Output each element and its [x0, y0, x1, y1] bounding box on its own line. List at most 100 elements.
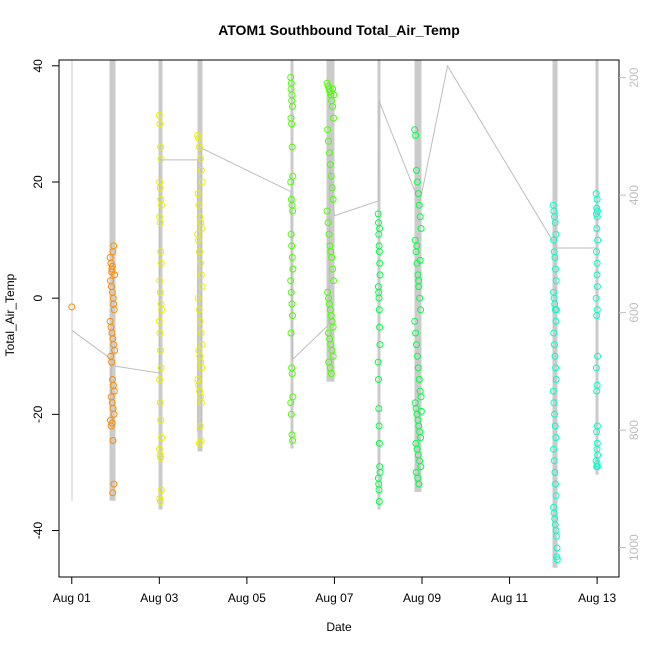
data-point	[416, 294, 424, 302]
data-point	[592, 364, 600, 372]
data-point	[156, 498, 164, 505]
data-point	[417, 393, 425, 401]
data-point	[288, 120, 296, 128]
data-point	[550, 399, 558, 407]
data-point	[158, 434, 165, 442]
data-point	[158, 306, 166, 314]
data-point	[109, 437, 117, 444]
data-point	[374, 210, 382, 218]
data-point	[156, 451, 164, 459]
data-point	[375, 486, 383, 494]
data-point	[198, 225, 206, 232]
data-point	[417, 225, 425, 232]
y2-tick-label: 200	[627, 67, 641, 87]
data-point	[111, 346, 119, 354]
data-point	[551, 219, 559, 227]
data-point	[375, 498, 383, 505]
data-point	[289, 103, 296, 110]
data-point	[326, 161, 334, 169]
data-point	[325, 137, 332, 145]
data-point	[374, 358, 382, 366]
data-point	[417, 407, 425, 415]
data-point	[288, 242, 296, 250]
data-point	[287, 230, 295, 238]
data-point	[593, 312, 601, 320]
data-point	[549, 387, 557, 395]
data-point	[593, 428, 600, 436]
x-tick-label: Aug 13	[578, 591, 616, 605]
data-point	[414, 190, 422, 198]
data-point	[552, 277, 560, 285]
data-point	[553, 556, 561, 564]
data-point	[593, 422, 601, 430]
data-point	[593, 259, 601, 267]
data-point	[156, 376, 164, 383]
data-point	[553, 553, 561, 561]
y2-tick-label: 800	[627, 420, 641, 440]
y2-tick-label: 400	[627, 185, 641, 205]
data-point	[287, 85, 295, 93]
data-point	[417, 434, 425, 442]
data-point	[289, 312, 296, 320]
axes-layer: Aug 01 Aug 03 Aug 05 Aug 07 Aug 09 Aug 11 Aug …	[31, 59, 641, 605]
data-point	[107, 422, 115, 430]
data-point	[330, 114, 337, 122]
data-point	[593, 225, 601, 232]
data-point	[156, 329, 164, 337]
data-point	[196, 317, 204, 325]
data-point	[194, 190, 202, 198]
y2-tick-label: 600	[627, 302, 641, 322]
y-tick-label: -40	[31, 522, 45, 540]
data-point	[375, 439, 383, 447]
data-point	[196, 422, 204, 430]
data-point	[195, 439, 203, 447]
data-point	[552, 532, 560, 540]
y-tick-label: 0	[31, 295, 45, 302]
data-point	[594, 352, 602, 360]
data-point	[328, 184, 336, 192]
data-point	[550, 341, 558, 349]
data-point	[375, 219, 382, 227]
data-point	[110, 410, 118, 418]
data-point	[158, 201, 165, 209]
data-point	[110, 300, 118, 308]
data-point	[416, 256, 424, 264]
data-point	[323, 207, 331, 215]
data-point	[330, 91, 338, 99]
data-point	[289, 437, 297, 444]
data-point	[550, 457, 558, 465]
data-point	[552, 317, 560, 325]
chart-title: ATOM1 Southbound Total_Air_Temp	[218, 22, 460, 38]
data-point	[376, 259, 384, 267]
data-point	[288, 370, 296, 378]
data-point	[156, 219, 164, 227]
x-tick-label: Aug 03	[140, 591, 178, 605]
data-point	[375, 405, 383, 412]
data-point	[287, 288, 295, 296]
data-point	[328, 254, 336, 261]
data-point	[551, 352, 559, 360]
data-point	[415, 277, 423, 285]
data-point	[412, 329, 420, 337]
data-point	[198, 341, 206, 349]
x-tick-label: Aug 11	[491, 591, 528, 605]
data-point	[155, 111, 163, 119]
data-point	[109, 489, 117, 497]
data-point	[413, 352, 421, 360]
data-point	[197, 329, 205, 337]
data-point	[287, 277, 295, 285]
plot-layer	[68, 60, 602, 568]
data-point	[552, 265, 559, 273]
x-tick-label: Aug 05	[228, 591, 266, 605]
data-point	[196, 143, 203, 151]
data-point	[376, 225, 384, 232]
data-point	[413, 178, 421, 186]
data-point	[552, 480, 559, 488]
data-point	[197, 399, 205, 407]
data-point	[375, 294, 383, 302]
data-point	[551, 254, 559, 261]
data-point	[551, 422, 559, 430]
data-point	[414, 364, 422, 372]
data-point	[329, 265, 337, 273]
data-point	[593, 387, 601, 395]
